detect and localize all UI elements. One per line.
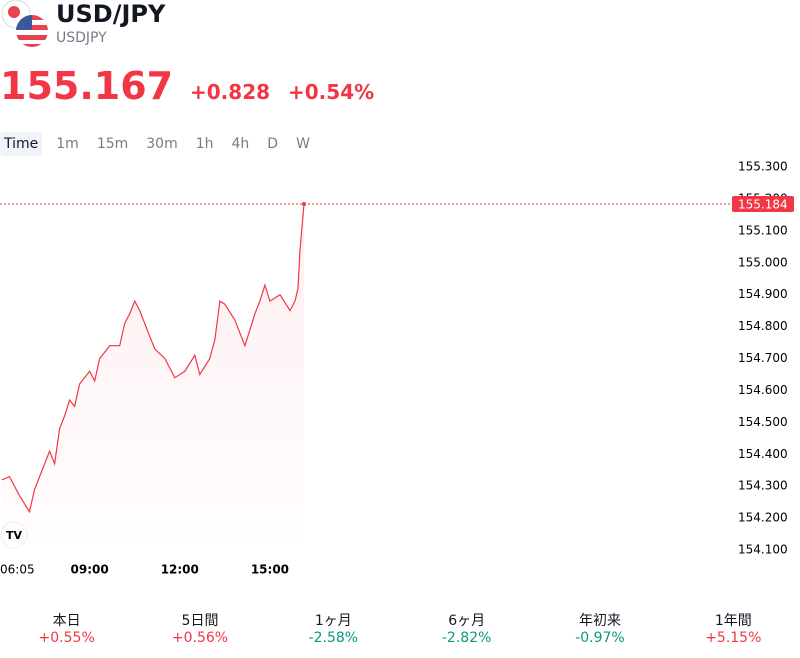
price: 155.167 [0, 64, 174, 108]
y-tick-label: 154.300 [738, 479, 788, 493]
last-price-box [732, 196, 794, 213]
flag-icons [1, 0, 49, 48]
symbol-title: USD/JPY [56, 0, 166, 28]
y-tick-label: 155.300 [738, 160, 788, 174]
y-tick-label: 155.100 [738, 223, 788, 237]
area [2, 204, 304, 545]
performance-label: 年初来 [578, 613, 621, 629]
timeframe-tab[interactable]: 4h [231, 136, 250, 152]
price-line [1, 203, 305, 514]
performance: 本日 +0.55% 5日間 +0.56% 1ヶ月 -2.58% 6ヶ月 -2.82% 年初来 -0… [0, 610, 800, 646]
performance-value: -0.97% [575, 630, 625, 646]
performance-item: 1年間 +5.15% [667, 610, 800, 646]
performance-item: 5日間 +0.56% [133, 610, 266, 646]
y-tick-label: 154.200 [738, 511, 788, 525]
performance-item: 6ヶ月 -2.82% [400, 610, 533, 646]
timeframe-tab[interactable]: 30m [146, 136, 178, 152]
performance-value: +5.15% [705, 630, 762, 646]
timeframe-tabs: Time 1m 15m 30m 1h 4h D W [0, 132, 324, 156]
y-tick-label: 154.400 [738, 447, 788, 461]
timeframe-tab[interactable]: W [296, 136, 310, 152]
timeframe-tab[interactable]: 15m [96, 136, 129, 152]
change-pct: +0.54% [288, 80, 375, 104]
y-tick-label: 154.100 [738, 543, 788, 557]
performance-value: -2.58% [308, 630, 359, 646]
x-tick-label: 12:00 [161, 563, 199, 577]
timeframe-tab[interactable]: Time [0, 132, 43, 156]
last-price-label: 155.184 [738, 198, 788, 212]
performance-value: +0.55% [38, 630, 95, 646]
y-tick-label: 154.500 [738, 415, 788, 429]
performance-value: +0.56% [171, 630, 229, 646]
y-tick-label: 154.600 [738, 383, 788, 397]
performance-label: 1年間 [714, 613, 752, 629]
chart: TV 154.100154.200154.300154.400154.50015… [0, 160, 794, 577]
timeframe-tab[interactable]: D [267, 136, 279, 152]
performance-label: 5日間 [181, 613, 219, 629]
performance-label: 6ヶ月 [448, 613, 486, 629]
timeframe-tab[interactable]: 1h [195, 136, 214, 152]
symbol-code: USDJPY [56, 30, 107, 46]
y-tick-label: 154.900 [738, 287, 788, 301]
y-tick-label: 154.800 [738, 319, 788, 333]
performance-item: 1ヶ月 -2.58% [267, 610, 400, 646]
performance-label: 1ヶ月 [314, 613, 352, 629]
performance-item: 本日 +0.55% [0, 610, 133, 646]
performance-label: 本日 [52, 613, 81, 629]
last-point [302, 202, 306, 207]
y-tick-label: 154.700 [738, 351, 788, 365]
x-tick-label: 09:00 [71, 563, 109, 577]
performance-item: 年初来 -0.97% [533, 610, 666, 646]
change: +0.828 [190, 80, 271, 104]
x-tick-label: 06:05 [0, 563, 35, 577]
timeframe-tab[interactable]: 1m [56, 136, 79, 152]
y-tick-label: 155.000 [738, 255, 788, 269]
performance-value: -2.82% [441, 630, 492, 646]
x-tick-label: 15:00 [251, 563, 289, 577]
